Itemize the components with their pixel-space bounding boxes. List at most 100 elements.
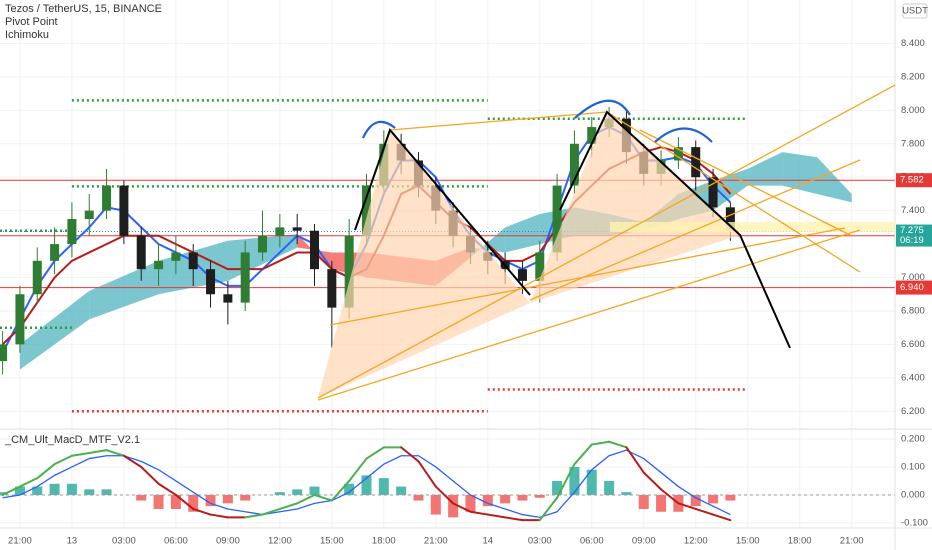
y-tick-label: 7.800 bbox=[901, 138, 925, 149]
macd-segment bbox=[209, 513, 229, 519]
histogram-bar bbox=[465, 494, 476, 512]
macd-segment bbox=[157, 482, 177, 496]
candle-body bbox=[275, 227, 285, 236]
cloud-segment bbox=[747, 152, 783, 186]
histogram-bar bbox=[482, 494, 493, 507]
y-tick-label: 7.400 bbox=[901, 205, 925, 216]
macd-segment bbox=[573, 443, 593, 466]
macd-segment bbox=[504, 516, 524, 522]
histogram-bar bbox=[656, 494, 667, 512]
macd-segment bbox=[677, 502, 697, 510]
histogram-bar bbox=[136, 494, 147, 501]
indicator-label: Pivot Point bbox=[5, 16, 58, 28]
candle-body bbox=[552, 185, 562, 253]
histogram-bar bbox=[552, 480, 563, 495]
price-label: 7.582 bbox=[900, 175, 924, 186]
last-price-box bbox=[896, 224, 932, 247]
macd-segment bbox=[486, 513, 507, 519]
candle-body bbox=[673, 147, 683, 161]
macd-segment bbox=[712, 513, 732, 522]
macd-segment bbox=[556, 463, 576, 499]
histogram-bar bbox=[222, 494, 233, 504]
price-label: 6.940 bbox=[900, 282, 924, 293]
price-label-box bbox=[896, 173, 932, 188]
macd-segment bbox=[469, 510, 489, 516]
histogram-bar bbox=[309, 486, 320, 495]
macd-segment bbox=[400, 446, 420, 463]
trend-line bbox=[639, 129, 851, 236]
macd-segment bbox=[296, 493, 316, 505]
candle-body bbox=[171, 252, 181, 261]
y-tick-label: 0.000 bbox=[901, 489, 925, 500]
macd-segment bbox=[140, 465, 160, 485]
price-label-box bbox=[896, 280, 932, 295]
arc bbox=[654, 127, 713, 143]
histogram-bar bbox=[49, 483, 60, 495]
currency: USDT bbox=[902, 6, 928, 17]
x-tick-label: 21:00 bbox=[424, 536, 448, 547]
macd-segment bbox=[330, 479, 351, 502]
macd-segment bbox=[36, 463, 56, 480]
macd-segment bbox=[88, 449, 108, 454]
histogram-bar bbox=[153, 494, 164, 509]
countdown: 06:19 bbox=[900, 235, 924, 246]
candle-body bbox=[223, 294, 233, 303]
zigzag bbox=[354, 128, 531, 296]
candle-body bbox=[84, 210, 94, 220]
x-tick-label: 15:00 bbox=[320, 536, 344, 547]
trend-line bbox=[317, 229, 861, 401]
histogram-bar bbox=[205, 494, 216, 507]
histogram-bar bbox=[569, 466, 580, 495]
macd-segment bbox=[313, 493, 333, 502]
y-tick-label: 0.200 bbox=[901, 433, 925, 444]
cloud-segment bbox=[817, 157, 852, 203]
macd-segment bbox=[174, 493, 195, 510]
y-tick-label: 0.100 bbox=[901, 461, 925, 472]
x-tick-label: 09:00 bbox=[216, 536, 240, 547]
y-tick-label: -0.100 bbox=[901, 517, 928, 528]
histogram-bar bbox=[534, 494, 545, 498]
histogram-bar bbox=[170, 494, 181, 509]
histogram-bar bbox=[396, 486, 407, 495]
trend-line bbox=[389, 111, 608, 131]
candle-body bbox=[569, 143, 579, 186]
macd-segment bbox=[105, 449, 125, 457]
x-tick-label: 12:00 bbox=[684, 536, 708, 547]
indicator-label: Ichimoku bbox=[5, 29, 49, 41]
histogram-bar bbox=[14, 486, 25, 495]
histogram-bar bbox=[430, 494, 441, 515]
histogram-bar bbox=[66, 483, 77, 495]
candle-body bbox=[587, 127, 597, 144]
macd-segment bbox=[365, 446, 385, 460]
currency-box bbox=[902, 3, 928, 19]
candle-body bbox=[32, 260, 42, 295]
last-price-label: 7.275 bbox=[900, 225, 924, 236]
x-tick-label: 21:00 bbox=[840, 536, 864, 547]
candle-body bbox=[188, 252, 198, 270]
macd-segment bbox=[625, 446, 645, 474]
candle-body bbox=[67, 219, 77, 245]
candle-body bbox=[102, 185, 112, 211]
macd-segment bbox=[348, 457, 368, 482]
candle-body bbox=[535, 252, 545, 281]
histogram-bar bbox=[517, 494, 528, 501]
candle-body bbox=[258, 235, 268, 253]
candle-body bbox=[136, 235, 146, 270]
macd-segment bbox=[660, 488, 680, 505]
y-tick-label: 6.600 bbox=[901, 339, 925, 350]
candle-body bbox=[119, 185, 129, 236]
x-tick-label: 06:00 bbox=[580, 536, 604, 547]
macd-segment bbox=[694, 507, 715, 516]
macd-segment bbox=[53, 454, 73, 466]
trend-line bbox=[529, 159, 861, 301]
x-tick-label: 12:00 bbox=[268, 536, 292, 547]
zone bbox=[610, 222, 895, 232]
histogram-bar bbox=[500, 494, 511, 504]
x-tick-label: 03:00 bbox=[528, 536, 552, 547]
histogram-bar bbox=[361, 475, 372, 495]
histogram-bar bbox=[621, 492, 632, 495]
histogram-bar bbox=[448, 494, 459, 518]
histogram-bar bbox=[240, 494, 251, 501]
cloud-segment bbox=[505, 214, 540, 253]
